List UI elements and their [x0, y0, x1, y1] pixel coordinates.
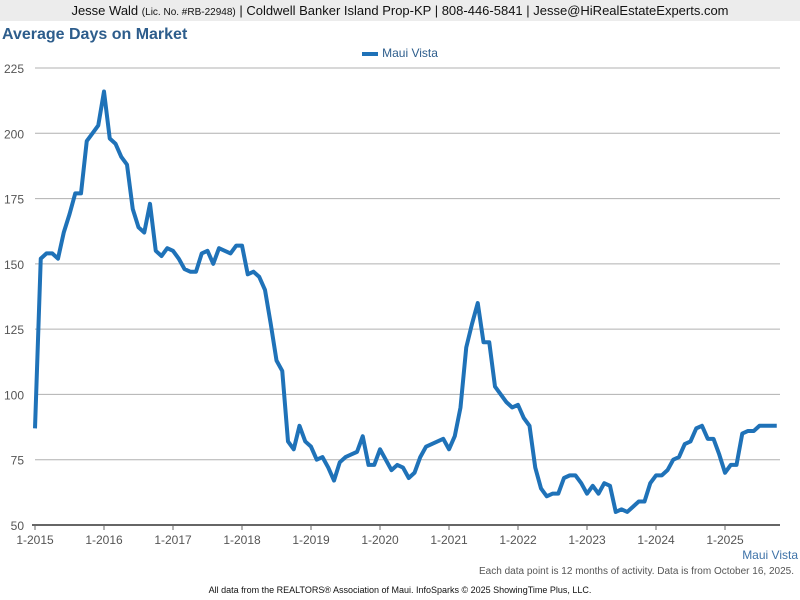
x-tick-label: 1-2017 [154, 533, 192, 547]
legend-label: Maui Vista [382, 46, 438, 60]
footer: All data from the REALTORS® Association … [208, 585, 592, 595]
y-tick-label: 225 [4, 62, 24, 76]
agent-name: Jesse Wald [71, 3, 139, 18]
chart-title: Average Days on Market [2, 26, 188, 43]
y-tick-label: 50 [11, 519, 25, 533]
x-tick-label: 1-2024 [637, 533, 675, 547]
agent-header: Jesse Wald (Lic. No. #RB-22948) | Coldwe… [0, 0, 800, 21]
x-tick-label: 1-2021 [430, 533, 468, 547]
x-tick-label: 1-2015 [16, 533, 54, 547]
x-tick-label: 1-2023 [568, 533, 606, 547]
x-tick-label: 1-2019 [292, 533, 330, 547]
y-tick-label: 125 [4, 323, 24, 337]
y-tick-label: 150 [4, 258, 24, 272]
x-tick-label: 1-2020 [361, 533, 399, 547]
series-line [33, 89, 777, 514]
legend-swatch [362, 51, 379, 56]
x-tick-label: 1-2016 [85, 533, 123, 547]
series-label: Maui Vista [742, 548, 798, 562]
x-tick-label: 1-2022 [499, 533, 537, 547]
y-tick-label: 175 [4, 193, 24, 207]
y-tick-label: 100 [4, 388, 24, 402]
legend: Maui Vista [0, 46, 800, 60]
x-tick-label: 1-2018 [223, 533, 261, 547]
y-tick-label: 200 [4, 127, 24, 141]
x-tick-label: 1-2025 [706, 533, 744, 547]
y-tick-label: 75 [11, 454, 25, 468]
agent-contact: | Coldwell Banker Island Prop-KP | 808-4… [239, 3, 729, 18]
data-note: Each data point is 12 months of activity… [479, 566, 794, 577]
license: (Lic. No. #RB-22948) [141, 7, 236, 18]
